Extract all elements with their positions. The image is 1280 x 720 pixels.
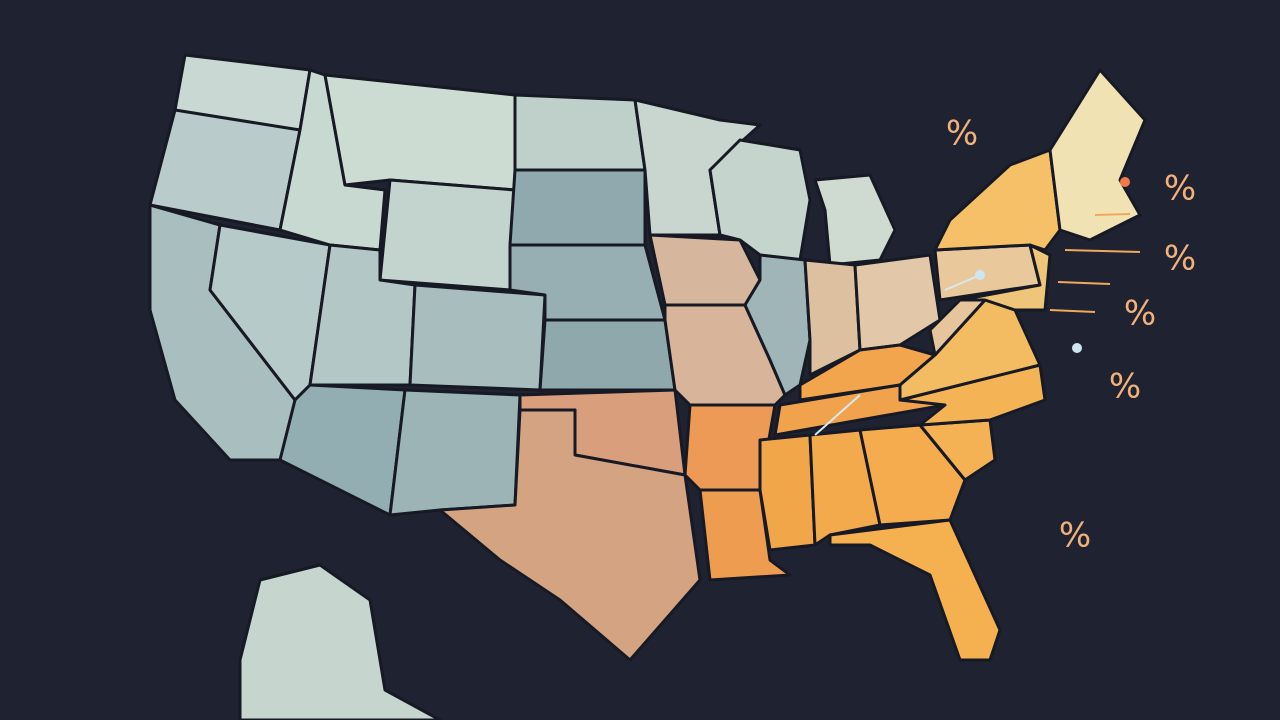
state bbox=[813, 173, 897, 267]
state bbox=[408, 283, 547, 392]
state bbox=[853, 253, 942, 352]
state bbox=[958, 243, 1052, 312]
percent-label: % bbox=[1164, 239, 1196, 279]
percent-label: % bbox=[1164, 169, 1196, 209]
percent-label: % bbox=[1124, 294, 1156, 334]
state bbox=[933, 148, 1062, 252]
marker bbox=[1120, 177, 1130, 187]
state bbox=[323, 73, 517, 192]
state bbox=[698, 488, 792, 582]
state bbox=[513, 93, 647, 172]
leader-lines bbox=[814, 213, 1141, 436]
state bbox=[508, 168, 647, 247]
state bbox=[1048, 68, 1147, 242]
state bbox=[278, 383, 407, 517]
state bbox=[758, 433, 817, 552]
state bbox=[238, 563, 442, 720]
state bbox=[378, 178, 517, 292]
percent-label: % bbox=[1109, 367, 1141, 407]
labels: %%%%%% bbox=[946, 114, 1196, 556]
marker bbox=[1072, 343, 1082, 353]
state bbox=[828, 518, 1002, 662]
state bbox=[438, 408, 702, 662]
states bbox=[148, 53, 1147, 720]
marker bbox=[975, 270, 985, 280]
percent-label: % bbox=[946, 114, 978, 154]
state bbox=[808, 428, 882, 547]
state bbox=[803, 258, 862, 377]
state bbox=[538, 318, 677, 392]
state bbox=[648, 233, 762, 307]
percent-label: % bbox=[1059, 516, 1091, 556]
state bbox=[388, 388, 522, 517]
